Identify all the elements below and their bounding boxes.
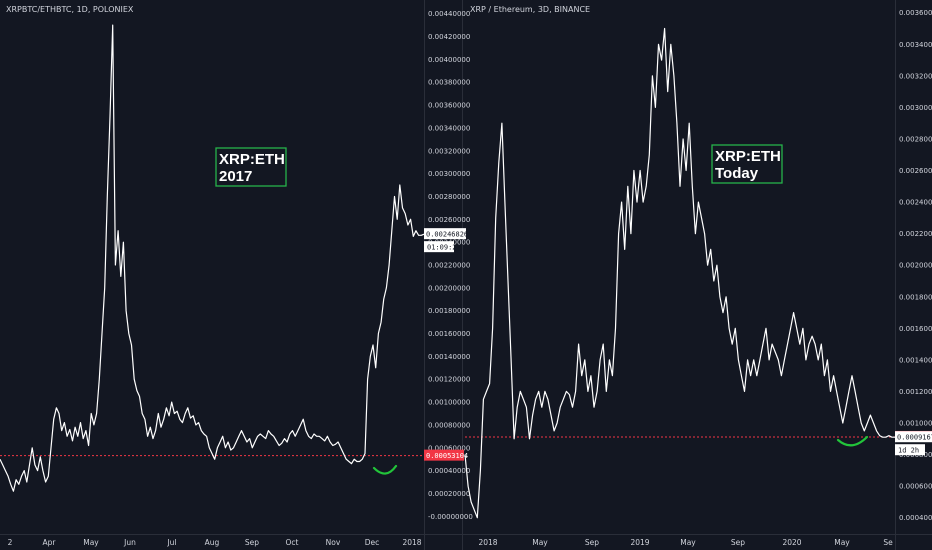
x-tick-label: May bbox=[680, 538, 696, 547]
price-line bbox=[0, 24, 425, 492]
y-tick-label: 0.00100000 bbox=[899, 420, 932, 428]
x-tick-label: 2018 bbox=[478, 538, 497, 547]
x-tick-label: 2020 bbox=[782, 538, 801, 547]
y-tick-label: 0.00080000 bbox=[428, 421, 470, 429]
y-tick-label: 0.00140000 bbox=[899, 356, 932, 364]
price-label-box bbox=[895, 431, 932, 443]
y-tick-label: 0.00120000 bbox=[428, 376, 470, 384]
symbol-label-right: XRP / Ethereum, 3D, BINANCE bbox=[470, 5, 590, 14]
y-tick-label: 0.00040000 bbox=[428, 467, 470, 475]
y-tick-label: 0.00160000 bbox=[428, 330, 470, 338]
y-tick-label: 0.00020000 bbox=[428, 490, 470, 498]
x-tick-label: Sep bbox=[585, 538, 599, 547]
x-tick-label: 2019 bbox=[630, 538, 649, 547]
y-tick-label: 0.00200000 bbox=[428, 284, 470, 292]
y-tick-label: 0.00400000 bbox=[428, 56, 470, 64]
y-tick-label: 0.00340000 bbox=[428, 124, 470, 132]
y-tick-label: 0.00280000 bbox=[899, 135, 932, 143]
y-tick-label: 0.00180000 bbox=[428, 307, 470, 315]
x-tick-label: 2018 bbox=[402, 538, 421, 547]
y-tick-label: 0.00200000 bbox=[899, 262, 932, 270]
y-tick-label: 0.00360000 bbox=[899, 9, 932, 17]
y-tick-label: 0.00100000 bbox=[428, 399, 470, 407]
y-tick-label: 0.00320000 bbox=[428, 147, 470, 155]
y-tick-label: 0.00420000 bbox=[428, 33, 470, 41]
y-tick-label: 0.00060000 bbox=[899, 483, 932, 491]
y-tick-label: -0.00000000 bbox=[428, 513, 473, 521]
y-tick-label: 0.00300000 bbox=[428, 170, 470, 178]
x-tick-label: Apr bbox=[43, 538, 57, 547]
level-label-box bbox=[424, 449, 464, 461]
countdown-label: 1d 2h bbox=[898, 447, 919, 455]
symbol-label-left: XRPBTC/ETHBTC, 1D, POLONIEX bbox=[6, 5, 134, 14]
bottom-marker-curve bbox=[372, 464, 398, 475]
y-tick-label: 0.00180000 bbox=[899, 293, 932, 301]
annotation-text: Today bbox=[715, 165, 759, 182]
price-line bbox=[464, 27, 895, 519]
y-tick-label: 0.00380000 bbox=[428, 79, 470, 87]
y-tick-label: 0.00240000 bbox=[899, 199, 932, 207]
y-tick-label: 0.00280000 bbox=[428, 193, 470, 201]
y-tick-label: 0.00360000 bbox=[428, 102, 470, 110]
bottom-marker-curve bbox=[836, 435, 869, 447]
countdown-box bbox=[895, 444, 925, 456]
x-tick-label: May bbox=[83, 538, 99, 547]
x-tick-label: Dec bbox=[365, 538, 380, 547]
y-tick-label: 0.00120000 bbox=[899, 388, 932, 396]
x-tick-label: Nov bbox=[326, 538, 341, 547]
annotation-text: 2017 bbox=[219, 168, 252, 185]
y-tick-label: 0.00220000 bbox=[428, 262, 470, 270]
price-label: 0.00091676 bbox=[897, 434, 932, 442]
y-tick-label: 0.00060000 bbox=[428, 444, 470, 452]
y-tick-label: 0.00260000 bbox=[428, 216, 470, 224]
x-tick-label: 2 bbox=[8, 538, 13, 547]
x-tick-label: May bbox=[532, 538, 548, 547]
level-label: 0.00053104 bbox=[426, 452, 468, 460]
x-tick-label: Jul bbox=[166, 538, 176, 547]
y-tick-label: 0.00220000 bbox=[899, 230, 932, 238]
x-tick-label: Sep bbox=[245, 538, 259, 547]
countdown-label: 01:09:27 bbox=[427, 244, 461, 252]
y-tick-label: 0.00300000 bbox=[899, 104, 932, 112]
annotation-box bbox=[711, 144, 783, 184]
price-label: 0.00246826 bbox=[426, 231, 468, 239]
y-tick-label: 0.00320000 bbox=[899, 72, 932, 80]
y-tick-label: 0.00140000 bbox=[428, 353, 470, 361]
annotation-text: XRP:ETH bbox=[715, 148, 781, 165]
countdown-box bbox=[424, 241, 454, 253]
x-tick-label: Oct bbox=[286, 538, 299, 547]
y-tick-label: 0.00440000 bbox=[428, 10, 470, 18]
y-tick-label: 0.00040000 bbox=[899, 514, 932, 522]
x-tick-label: Se bbox=[883, 538, 893, 547]
x-tick-label: Aug bbox=[205, 538, 220, 547]
annotation-box bbox=[215, 147, 287, 187]
price-label-box bbox=[424, 228, 466, 240]
y-tick-label: 0.00160000 bbox=[899, 325, 932, 333]
annotation-text: XRP:ETH bbox=[219, 151, 285, 168]
x-tick-label: May bbox=[834, 538, 850, 547]
x-tick-label: Jun bbox=[123, 538, 136, 547]
x-tick-label: Sep bbox=[731, 538, 745, 547]
y-tick-label: 0.00340000 bbox=[899, 41, 932, 49]
y-tick-label: 0.00260000 bbox=[899, 167, 932, 175]
